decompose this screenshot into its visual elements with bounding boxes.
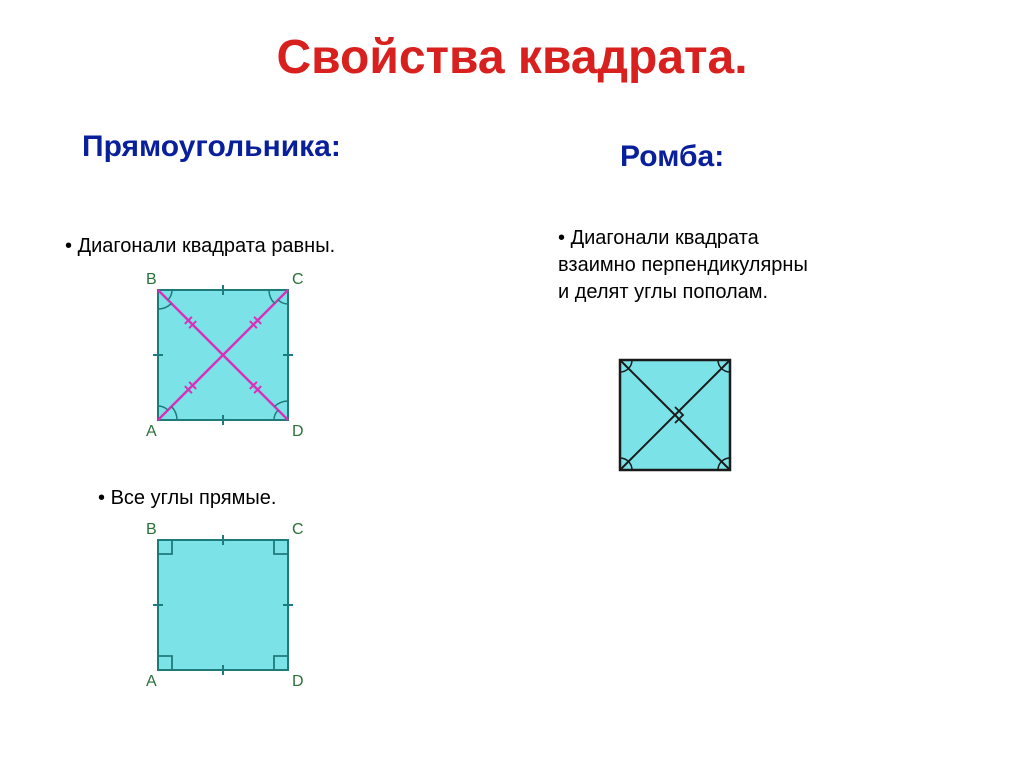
svg-text:B: B	[146, 521, 157, 538]
right-bullet: Диагонали квадрата взаимно перпендикуляр…	[558, 225, 808, 306]
figure-perpendicular-diagonals	[610, 350, 740, 485]
svg-text:D: D	[292, 673, 304, 690]
figure-diagonals-equal: A B C D	[128, 260, 318, 455]
right-bullet-line1: Диагонали квадрата	[571, 227, 759, 249]
left-bullet-2: Все углы прямые.	[98, 487, 276, 510]
svg-text:B: B	[146, 271, 157, 288]
right-subtitle: Ромба:	[620, 140, 724, 174]
left-subtitle: Прямоугольника:	[82, 130, 341, 164]
page-title: Свойства квадрата.	[0, 0, 1024, 85]
svg-text:A: A	[146, 673, 157, 690]
right-bullet-line2: взаимно перпендикулярны	[558, 254, 808, 276]
left-bullet-1: Диагонали квадрата равны.	[65, 235, 335, 258]
svg-text:D: D	[292, 423, 304, 440]
svg-text:C: C	[292, 271, 304, 288]
right-bullet-line3: и делят углы пополам.	[558, 281, 768, 303]
svg-text:A: A	[146, 423, 157, 440]
svg-text:C: C	[292, 521, 304, 538]
figure-right-angles: A B C D	[128, 510, 318, 705]
